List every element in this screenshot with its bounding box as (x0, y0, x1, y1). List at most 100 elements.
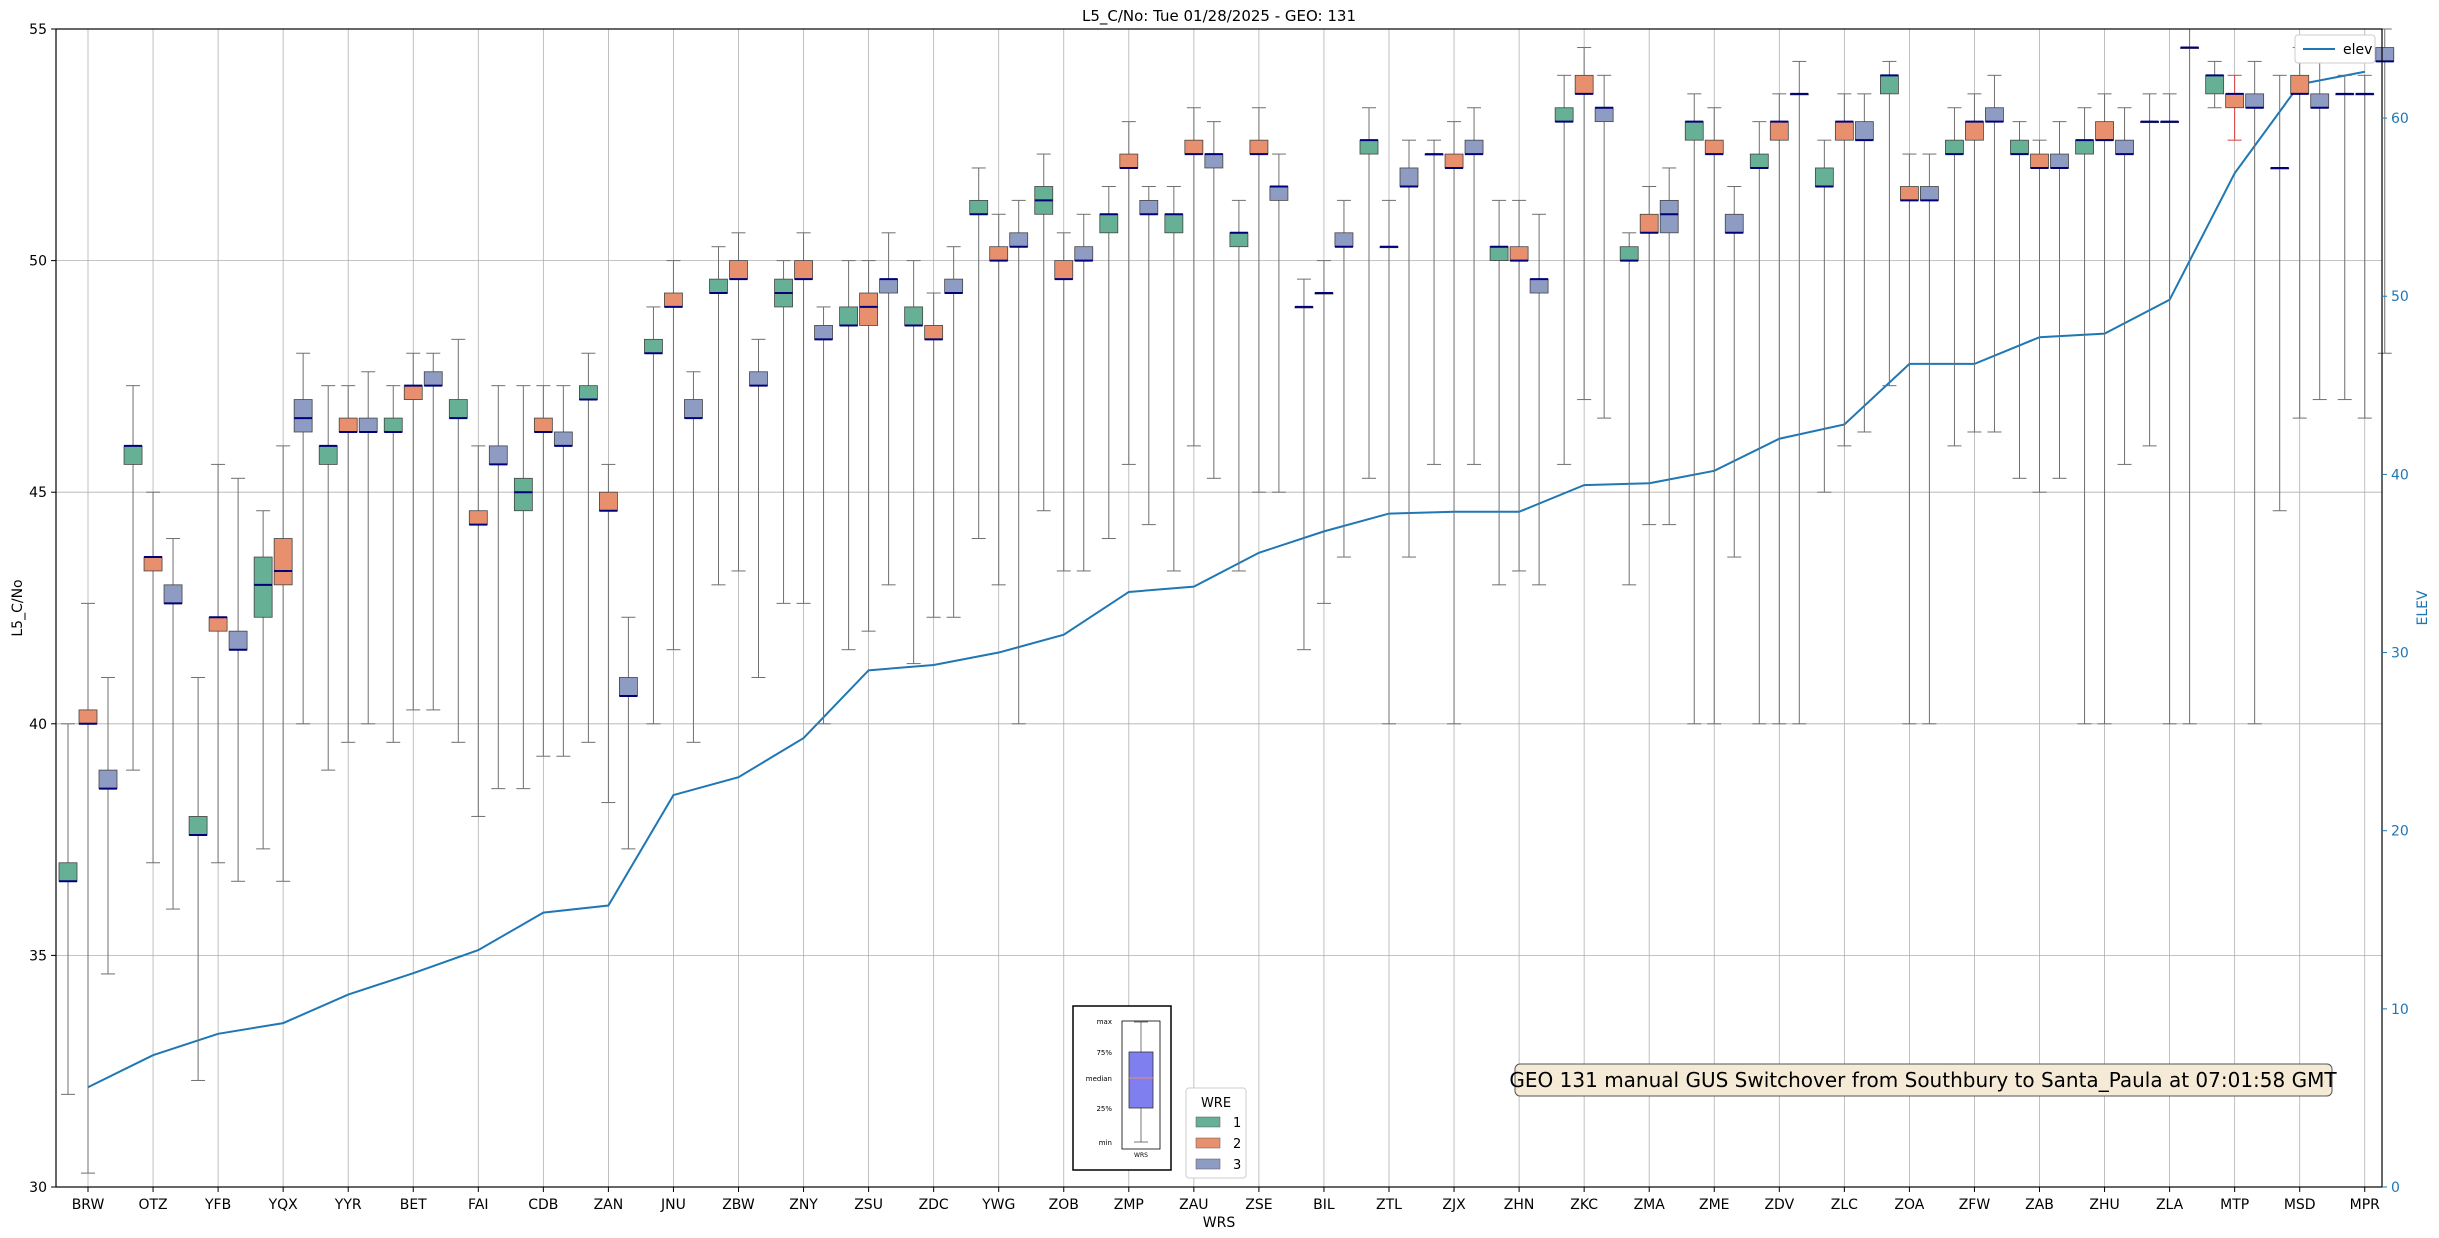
y-tick-label: 30 (29, 1180, 47, 1196)
box-wre-1 (1749, 153, 1769, 169)
box-wre-1 (1945, 139, 1964, 155)
x-tick-label: ZSU (854, 1197, 883, 1213)
box-wre-3 (684, 399, 703, 419)
box-key-inset: max 75% median 25% min WRS (1072, 1005, 1172, 1171)
box-wre-3 (228, 630, 248, 651)
box-wre-3 (1139, 199, 1159, 215)
box-wre-2 (143, 556, 163, 572)
x-tick-label: ZTL (1376, 1197, 1402, 1213)
box-wre-3 (488, 445, 508, 465)
box-wre-2 (1184, 139, 1204, 155)
box-wre-3 (619, 677, 638, 697)
x-tick-label: ZDV (1764, 1197, 1794, 1213)
x-tick-label: BET (400, 1197, 427, 1213)
box-wre-1 (1619, 246, 1639, 261)
elev-legend: elev (2294, 34, 2376, 64)
box-wre-2 (1639, 213, 1659, 234)
x-tick-label: ZBW (722, 1197, 755, 1213)
box-wre-3 (1399, 167, 1419, 187)
box-wre-1 (383, 417, 403, 433)
box-key-q1: 25% (1096, 1105, 1112, 1113)
x-tick-label: ZDC (919, 1197, 949, 1213)
wre-legend: WRE 1 2 3 (1185, 1087, 1247, 1179)
box-wre-1 (2010, 139, 2029, 155)
box-wre-1 (1164, 213, 1184, 234)
y-tick-label: 40 (29, 717, 47, 733)
x-tick-label: YFB (204, 1197, 231, 1213)
box-wre-1 (1489, 246, 1509, 261)
box-wre-1 (2075, 139, 2094, 155)
box-wre-2 (78, 709, 98, 725)
x-tick-label: ZMP (1114, 1197, 1144, 1213)
x-tick-label: BIL (1313, 1197, 1335, 1213)
x-tick-label: YQX (268, 1197, 299, 1213)
x-tick-label: YYR (334, 1197, 362, 1213)
box-wre-1 (1229, 232, 1249, 248)
box-wre-1 (709, 278, 728, 294)
box-wre-1 (1099, 213, 1119, 234)
box-wre-3 (944, 278, 964, 294)
box-wre-3 (98, 769, 118, 790)
y2-tick-label: 60 (2391, 111, 2409, 127)
box-wre-1 (579, 385, 598, 400)
wre-legend-swatch-3 (1195, 1158, 1221, 1170)
box-wre-3 (358, 417, 378, 433)
box-wre-3 (1724, 213, 1744, 234)
box-wre-3 (1204, 153, 1224, 169)
x-tick-label: ZFW (1959, 1197, 1991, 1213)
box-wre-2 (1900, 186, 1919, 201)
box-wre-2 (664, 292, 683, 308)
box-wre-1 (58, 862, 78, 882)
box-wre-3 (1985, 107, 2004, 123)
y2-tick-label: 40 (2391, 467, 2409, 483)
box-wre-1 (1814, 167, 1834, 187)
x-tick-label: ZOA (1894, 1197, 1924, 1213)
x-tick-label: ZNY (789, 1197, 818, 1213)
annotation: GEO 131 manual GUS Switchover from South… (1509, 1063, 2337, 1097)
x-tick-label: YWG (981, 1197, 1015, 1213)
box-wre-2 (1704, 139, 1724, 155)
box-wre-2 (403, 385, 423, 400)
box-key-sample-box (1128, 1051, 1154, 1109)
x-tick-label: ZSE (1245, 1197, 1272, 1213)
box-wre-1 (644, 338, 663, 354)
box-wre-1 (1554, 107, 1574, 123)
x-tick-label: ZKC (1570, 1197, 1598, 1213)
box-wre-3 (1009, 232, 1029, 248)
y-tick-label: 45 (29, 485, 47, 501)
box-wre-2 (1119, 153, 1139, 169)
x-tick-label: OTZ (138, 1197, 167, 1213)
y2-axis-label: ELEV (2415, 590, 2431, 625)
box-wre-2 (1769, 121, 1789, 141)
box-wre-3 (2245, 93, 2265, 109)
box-wre-1 (839, 306, 858, 326)
box-key-median: median (1086, 1075, 1112, 1083)
x-tick-label: JNU (660, 1197, 686, 1213)
wre-legend-swatch-2 (1195, 1137, 1221, 1149)
annotation-text: GEO 131 manual GUS Switchover from South… (1509, 1068, 2337, 1092)
box-wre-2 (859, 292, 878, 326)
box-wre-2 (729, 260, 748, 280)
y2-tick-label: 0 (2391, 1180, 2400, 1196)
x-tick-label: FAI (468, 1197, 488, 1213)
x-tick-label: BRW (72, 1197, 105, 1213)
box-wre-3 (2115, 139, 2134, 155)
y2-tick-label: 10 (2391, 1002, 2409, 1018)
x-axis-label: WRS (1203, 1215, 1236, 1231)
box-wre-2 (794, 260, 813, 280)
axes: BRW OTZ YFB YQX YYR BET FAI CDB ZAN JNU ZBW ZNY ZSU Z… (29, 22, 2409, 1213)
box-wre-2 (2095, 121, 2114, 141)
box-wre-3 (1854, 121, 1874, 141)
box-wre-2 (1054, 260, 1074, 280)
y2-tick-label: 30 (2391, 646, 2409, 662)
plot-frame (55, 28, 2383, 1188)
box-wre-1 (513, 477, 533, 512)
box-wre-2 (1444, 153, 1464, 169)
box-key-max: max (1097, 1018, 1112, 1026)
box-wre-2 (599, 491, 618, 512)
box-wre-1 (253, 556, 273, 618)
box-wre-2 (2030, 153, 2049, 169)
box-wre-1 (188, 816, 208, 836)
x-tick-label: ZLA (2156, 1197, 2184, 1213)
box-wre-3 (814, 325, 833, 340)
